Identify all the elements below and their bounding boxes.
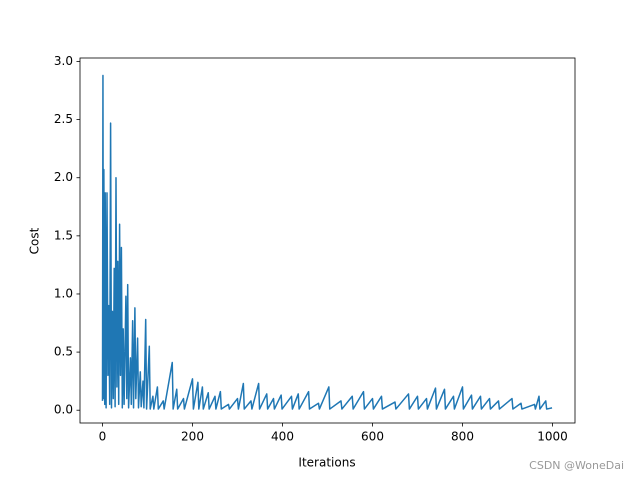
y-tick-label: 2.5 <box>54 112 73 126</box>
plot-frame <box>79 57 576 424</box>
y-tick-label: 0.0 <box>54 403 73 417</box>
x-tick-label: 0 <box>99 430 107 444</box>
y-tick-label: 0.5 <box>54 345 73 359</box>
x-tick-label: 400 <box>271 430 294 444</box>
x-tick-label: 600 <box>361 430 384 444</box>
y-tick-label: 1.5 <box>54 228 73 242</box>
cost-line <box>101 74 553 410</box>
y-tick-label: 1.0 <box>54 286 73 300</box>
watermark: CSDN @WoneDai <box>529 459 624 472</box>
y-axis-label: Cost <box>28 227 42 254</box>
x-tick-label: 800 <box>451 430 474 444</box>
x-axis-label: Iterations <box>298 456 355 470</box>
x-tick-label: 1000 <box>537 430 568 444</box>
y-tick-label: 3.0 <box>54 54 73 68</box>
x-tick-label: 200 <box>181 430 204 444</box>
y-tick-label: 2.0 <box>54 170 73 184</box>
